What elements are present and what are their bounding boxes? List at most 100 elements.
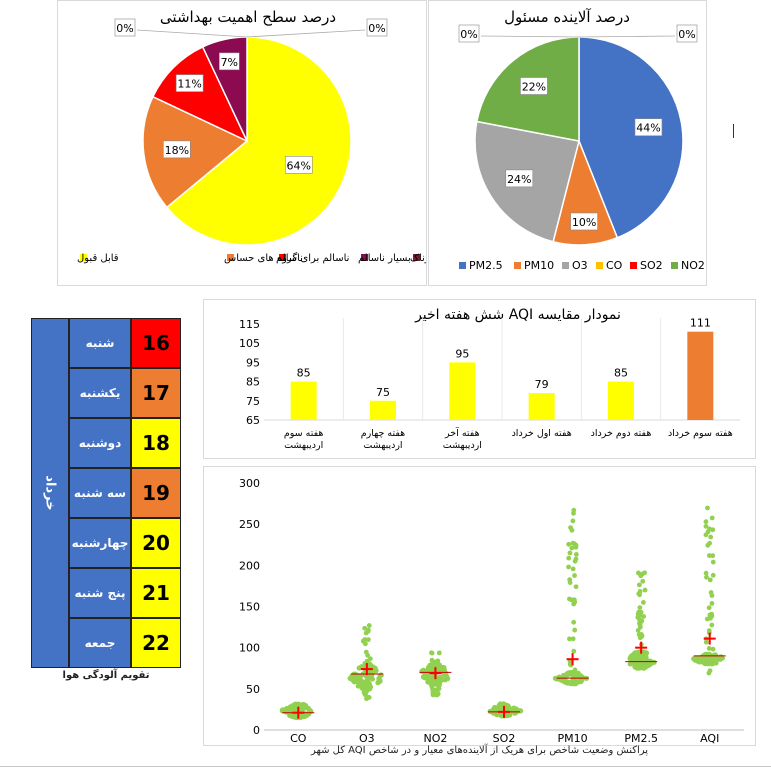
data-point xyxy=(710,646,716,652)
pollutant-pie-chart: درصد آلاینده مسئول 44% 10% 24% 22% 0% 0% PM2.5 P… xyxy=(458,8,705,272)
leader-line xyxy=(136,29,248,38)
y-tick-label: 150 xyxy=(239,601,260,614)
data-point xyxy=(572,627,578,633)
y-tick-label: 85 xyxy=(246,376,260,389)
data-point xyxy=(709,601,715,606)
health-pie-chart: درصد سطح اهمیت بهداشتی 64% 18% 11% 7% 0% 0% خطر… xyxy=(10,8,445,264)
data-point xyxy=(705,542,711,548)
calendar-day: سه شنبه 19 xyxy=(69,468,181,518)
calendar-month: خرداد xyxy=(31,318,69,668)
legend-label: O3 xyxy=(572,259,588,272)
data-point xyxy=(429,650,435,656)
data-point xyxy=(705,529,711,535)
data-point xyxy=(570,518,576,524)
calendar-day-number: 21 xyxy=(131,568,181,618)
data-point xyxy=(567,596,572,602)
data-point xyxy=(637,592,642,598)
legend-label: ناسالم xyxy=(276,253,303,264)
legend-swatch xyxy=(671,262,678,269)
data-point xyxy=(639,658,645,663)
calendar-day-name: جمعه xyxy=(69,618,131,668)
data-point xyxy=(572,678,578,684)
data-point xyxy=(422,669,428,675)
data-label: 7% xyxy=(221,56,238,69)
y-tick-label: 250 xyxy=(239,518,260,531)
data-point xyxy=(567,550,573,556)
calendar-day: دوشنبه 18 xyxy=(69,418,181,468)
data-label: 10% xyxy=(572,216,596,229)
data-point xyxy=(717,654,724,660)
bar xyxy=(528,393,555,420)
swarm-caption: پراکنش وضعیت شاخص برای هریک از آلاینده‌ه… xyxy=(310,745,649,756)
x-tick-label: O3 xyxy=(359,732,375,745)
data-label: 24% xyxy=(507,173,531,186)
data-label: 22% xyxy=(522,81,546,94)
data-point xyxy=(710,655,716,661)
data-point xyxy=(436,683,442,689)
data-label-box xyxy=(219,52,240,71)
swarm-group xyxy=(487,701,524,719)
data-point xyxy=(637,605,643,611)
data-label-box xyxy=(163,140,191,159)
calendar-month-label: خرداد xyxy=(42,475,58,511)
data-point xyxy=(571,601,577,607)
data-label: 44% xyxy=(636,122,660,135)
data-point xyxy=(637,620,642,626)
data-label-box xyxy=(114,18,136,37)
data-point xyxy=(569,527,575,533)
x-tick-label: اردیبهشت xyxy=(363,440,402,451)
x-tick-label: CO xyxy=(290,732,307,745)
legend-swatch xyxy=(413,254,420,261)
data-point xyxy=(283,709,289,715)
data-point xyxy=(708,534,714,540)
data-point xyxy=(361,638,366,644)
y-tick-label: 115 xyxy=(239,318,260,331)
calendar-day-name: چهارشنبه xyxy=(69,518,131,568)
data-point xyxy=(366,637,371,643)
data-label: 0% xyxy=(368,22,385,35)
legend-label: PM2.5 xyxy=(469,259,503,272)
bar-value-label: 111 xyxy=(690,317,711,330)
y-tick-label: 0 xyxy=(253,724,260,737)
data-point xyxy=(347,675,353,681)
data-point xyxy=(566,541,572,547)
data-point xyxy=(709,611,714,617)
data-point xyxy=(706,670,712,676)
bottom-divider xyxy=(0,766,771,767)
x-tick-label: هفته اول خرداد xyxy=(512,428,572,439)
data-point xyxy=(497,712,503,718)
data-point xyxy=(706,605,712,611)
calendar-day-number: 17 xyxy=(131,368,181,418)
data-point xyxy=(710,553,716,559)
data-point xyxy=(635,628,641,633)
legend-label: NO2 xyxy=(681,259,705,272)
pie-slice xyxy=(578,36,684,239)
legend-swatch xyxy=(459,262,466,269)
bar-value-label: 79 xyxy=(535,378,549,391)
legend-label: ناسالم برای گروه های حساس xyxy=(224,252,349,264)
calendar-day-number: 19 xyxy=(131,468,181,518)
data-point xyxy=(570,636,576,642)
swarm-group xyxy=(279,701,314,721)
bar xyxy=(687,331,714,420)
data-point xyxy=(709,622,715,628)
legend-swatch xyxy=(514,262,521,269)
data-point xyxy=(364,689,369,695)
calendar-day-name: پنج شنبه xyxy=(69,568,131,618)
data-point xyxy=(638,632,644,637)
data-point xyxy=(429,665,434,670)
y-tick-label: 100 xyxy=(239,642,260,655)
legend-swatch xyxy=(80,254,87,261)
y-tick-label: 200 xyxy=(239,559,260,572)
chart-title: درصد سطح اهمیت بهداشتی xyxy=(160,8,336,26)
data-point xyxy=(429,657,435,663)
y-tick-label: 65 xyxy=(246,414,260,427)
data-point xyxy=(279,708,285,714)
data-point xyxy=(375,680,381,686)
data-point xyxy=(703,519,709,525)
chart-title: نمودار مقایسه AQI شش هفته اخیر xyxy=(414,307,621,323)
data-point xyxy=(635,651,641,657)
data-point xyxy=(710,559,716,565)
data-point xyxy=(706,628,712,634)
calendar-day: شنبه 16 xyxy=(69,318,181,368)
